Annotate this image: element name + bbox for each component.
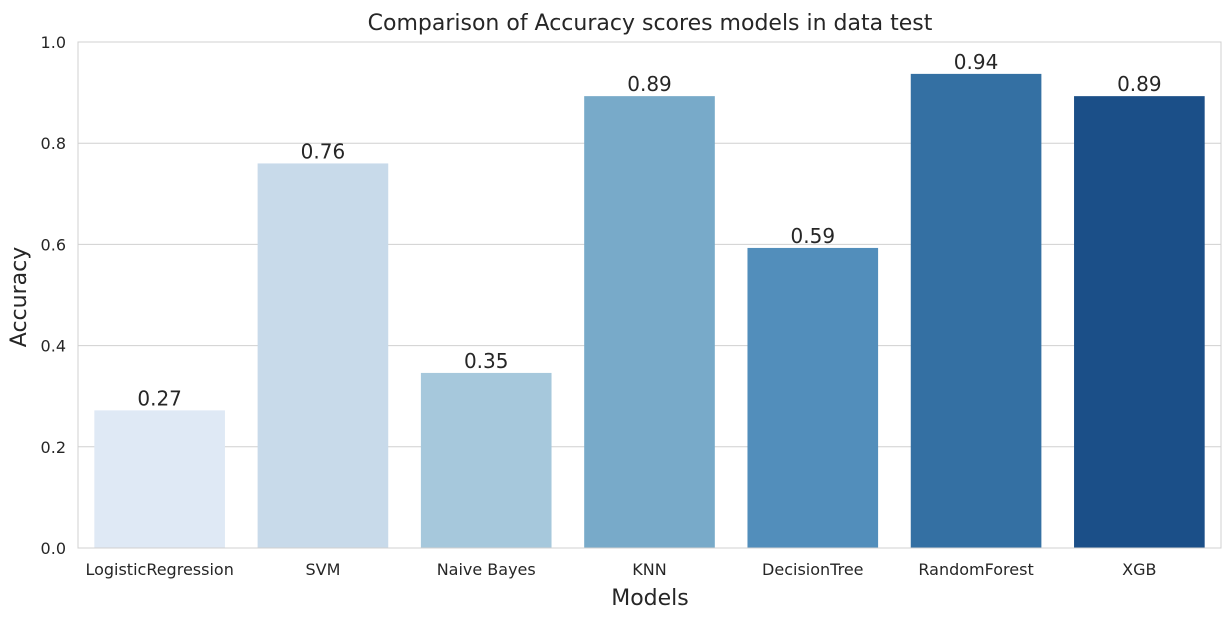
chart-title: Comparison of Accuracy scores models in … [368, 11, 933, 36]
bar-naive-bayes [420, 372, 552, 548]
y-axis-label: Accuracy [7, 247, 32, 347]
data-label: 0.35 [464, 349, 509, 373]
x-tick-label: RandomForest [918, 560, 1033, 579]
data-label: 0.59 [791, 224, 836, 248]
bar-randomforest [910, 73, 1042, 549]
x-tick-labels: LogisticRegression SVM Naive Bayes KNN Decis… [85, 560, 1156, 579]
x-tick-label: LogisticRegression [85, 560, 233, 579]
bar-xgb [1074, 96, 1205, 548]
data-label: 0.27 [137, 386, 182, 410]
y-tick-label: 1.0 [41, 33, 66, 52]
data-label: 0.89 [1117, 72, 1162, 96]
data-label: 0.89 [627, 72, 672, 96]
x-tick-label: KNN [632, 560, 666, 579]
x-tick-label: SVM [305, 560, 340, 579]
plot-frame [77, 41, 1222, 549]
bar-svm [257, 163, 389, 548]
y-tick-label: 0.2 [41, 438, 66, 457]
x-tick-label: XGB [1122, 560, 1156, 579]
bar-knn [584, 96, 715, 548]
bars-layer [94, 73, 1205, 549]
y-tick-label: 0.6 [41, 235, 66, 254]
x-tick-label: DecisionTree [762, 560, 863, 579]
data-label: 0.94 [954, 50, 999, 74]
bar-logisticregression [94, 410, 225, 548]
data-label: 0.76 [301, 139, 346, 163]
x-tick-label: Naive Bayes [437, 560, 536, 579]
y-tick-label: 0.0 [41, 539, 66, 558]
bar-decisiontree [747, 247, 879, 548]
y-tick-labels: 0.0 0.2 0.4 0.6 0.8 1.0 [41, 33, 66, 558]
y-tick-label: 0.8 [41, 134, 66, 153]
data-labels: 0.27 0.76 0.35 0.89 0.59 0.94 0.89 [137, 50, 1161, 410]
x-axis-label: Models [611, 586, 689, 611]
y-tick-label: 0.4 [41, 337, 66, 356]
